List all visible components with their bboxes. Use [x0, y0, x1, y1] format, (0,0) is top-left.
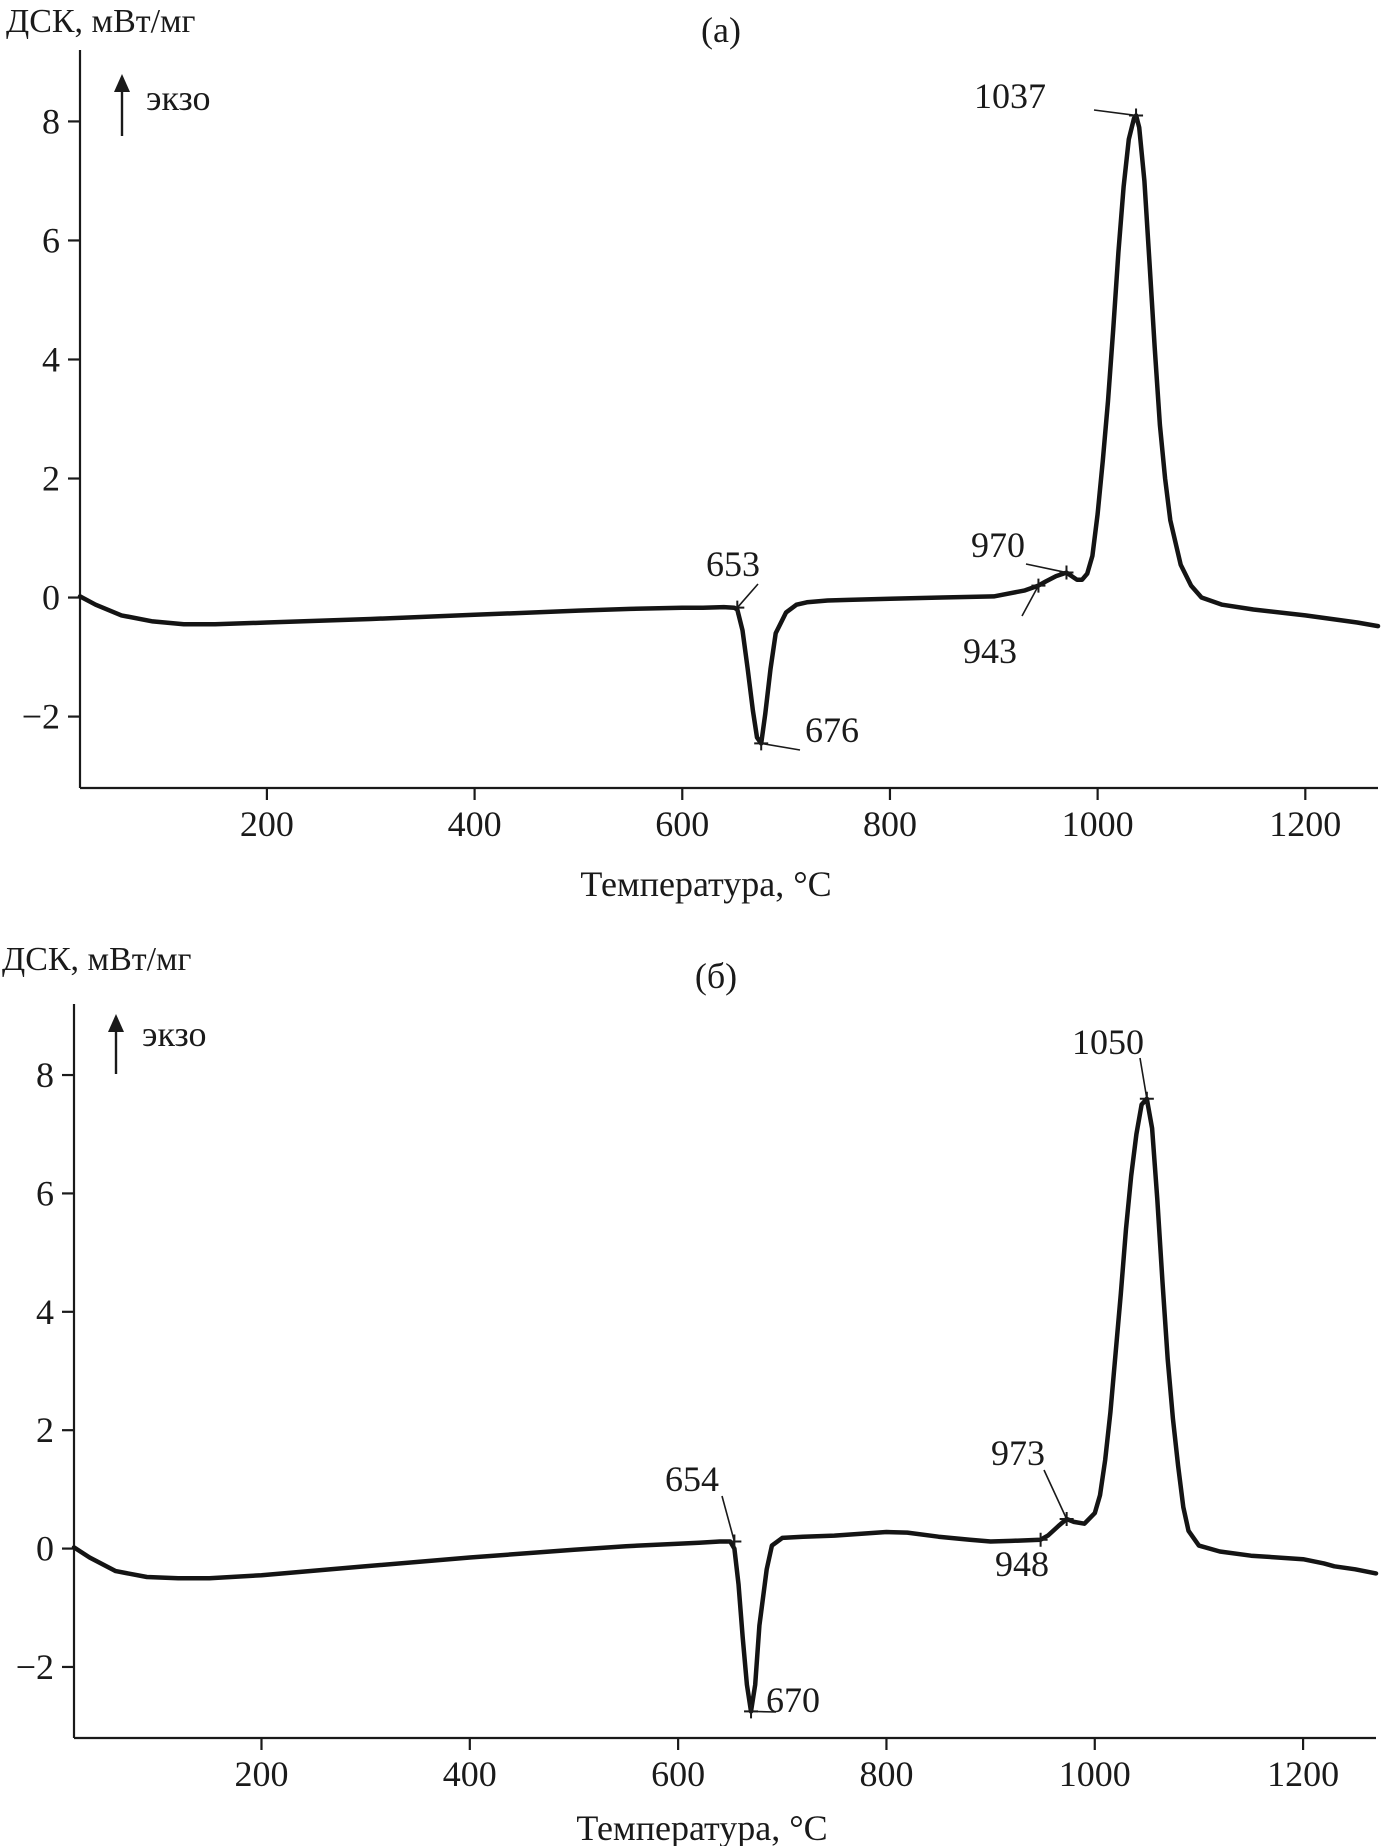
annotation-label: 1037 — [974, 76, 1046, 116]
annotation-leader — [751, 1710, 777, 1713]
annotation-label: 653 — [706, 544, 760, 584]
x-tick-label: 200 — [240, 804, 294, 844]
annotation-leader — [761, 742, 801, 751]
x-tick-label: 1000 — [1059, 1754, 1131, 1794]
x-axis-label: Температура, °С — [576, 1808, 827, 1846]
x-tick-label: 600 — [651, 1754, 705, 1794]
y-tick-label: 2 — [42, 459, 60, 499]
annotation-leader — [1039, 1539, 1042, 1543]
y-axis-label: ДСК, мВт/мг — [6, 3, 196, 40]
y-tick-label: 8 — [36, 1055, 54, 1095]
y-tick-label: 0 — [36, 1529, 54, 1569]
y-tick-label: 2 — [36, 1410, 54, 1450]
annotation-leader — [1139, 1057, 1148, 1099]
chart-title: (а) — [701, 10, 741, 50]
annotation-label: 670 — [766, 1680, 820, 1720]
annotations: 1050 654 670 973 948 — [665, 1022, 1154, 1720]
y-axis-label: ДСК, мВт/мг — [2, 941, 192, 978]
series — [71, 1096, 1379, 1714]
x-tick-label: 1200 — [1269, 804, 1341, 844]
exo-arrowhead-icon — [108, 1014, 124, 1032]
y-tick-label: 4 — [42, 339, 60, 379]
x-tick-label: 600 — [655, 804, 709, 844]
exo-label: экзо — [146, 78, 210, 118]
x-tick-label: 400 — [448, 804, 502, 844]
annotation-leader — [736, 583, 759, 609]
exo-indicator: экзо — [114, 74, 210, 136]
y-tick-label: 6 — [42, 220, 60, 260]
y-ticks: 8 6 4 2 0 −2 — [22, 101, 80, 737]
peak-marker — [1059, 565, 1074, 580]
exo-label: экзо — [142, 1014, 206, 1054]
axes — [78, 50, 1378, 790]
peak-marker — [727, 1534, 742, 1549]
annotation-label: 676 — [805, 710, 859, 750]
x-tick-label: 200 — [234, 1754, 288, 1794]
y-tick-label: 8 — [42, 101, 60, 141]
x-tick-label: 1200 — [1267, 1754, 1339, 1794]
axes — [72, 1004, 1376, 1740]
y-tick-label: −2 — [22, 697, 60, 737]
annotation-leader — [1021, 585, 1040, 617]
annotation-label: 1050 — [1072, 1022, 1144, 1062]
x-tick-label: 400 — [443, 1754, 497, 1794]
peak-marker — [1033, 1532, 1048, 1547]
annotation-label: 948 — [995, 1544, 1049, 1584]
annotation-label: 970 — [971, 525, 1025, 565]
chart-title: (б) — [695, 956, 737, 996]
exo-arrowhead-icon — [114, 74, 130, 92]
annotation-leader — [721, 1495, 736, 1542]
chart-panel-b: ДСК, мВт/мг (б) экзо Температура, °С 200… — [2, 941, 1379, 1846]
chart-panel-a: ДСК, мВт/мг (а) экзо Температура, °С 200… — [6, 3, 1381, 904]
annotation-label: 943 — [963, 631, 1017, 671]
x-tick-label: 1000 — [1062, 804, 1134, 844]
y-tick-label: −2 — [16, 1647, 54, 1687]
dsc-curve — [71, 1096, 1379, 1714]
x-ticks: 200 400 600 800 1000 1200 — [240, 788, 1341, 844]
annotations: 1037 653 676 970 943 — [706, 76, 1144, 751]
annotation-leader — [1043, 1469, 1068, 1520]
x-tick-label: 800 — [863, 804, 917, 844]
annotation-label: 973 — [991, 1433, 1045, 1473]
x-axis-label: Температура, °С — [580, 864, 831, 904]
annotation-leader — [1093, 109, 1137, 117]
y-tick-label: 6 — [36, 1173, 54, 1213]
peak-marker — [730, 600, 745, 615]
exo-indicator: экзо — [108, 1014, 206, 1074]
dsc-curve — [77, 113, 1381, 746]
y-ticks: 8 6 4 2 0 −2 — [16, 1055, 74, 1687]
x-ticks: 200 400 600 800 1000 1200 — [234, 1738, 1339, 1794]
annotation-label: 654 — [665, 1459, 719, 1499]
y-tick-label: 4 — [36, 1292, 54, 1332]
y-tick-label: 0 — [42, 578, 60, 618]
x-tick-label: 800 — [859, 1754, 913, 1794]
annotation-leader — [1025, 563, 1067, 574]
series — [77, 113, 1381, 746]
